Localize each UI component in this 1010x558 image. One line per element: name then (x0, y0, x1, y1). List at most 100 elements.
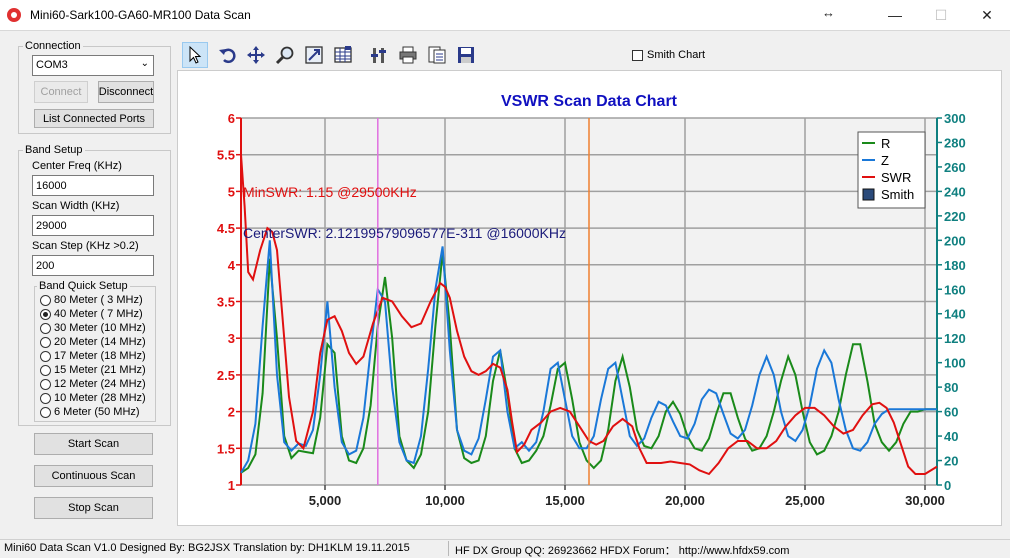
smith-chart-label: Smith Chart (647, 49, 706, 61)
left-axis-tick-label: 1.5 (217, 441, 235, 456)
left-axis-tick-label: 4 (228, 258, 236, 273)
band-option[interactable]: 20 Meter (14 MHz) (40, 335, 146, 349)
left-axis-tick-label: 3 (228, 331, 235, 346)
settings-icon[interactable] (366, 42, 392, 68)
band-option[interactable]: 30 Meter (10 MHz) (40, 321, 146, 335)
left-axis-tick-label: 2.5 (217, 368, 235, 383)
band-option-label: 12 Meter (24 MHz) (54, 378, 146, 390)
legend-label-z: Z (881, 153, 889, 168)
legend-label-swr: SWR (881, 170, 911, 185)
list-ports-button[interactable]: List Connected Ports (34, 109, 154, 128)
center-freq-label: Center Freq (KHz) (32, 160, 122, 172)
right-axis-tick-label: 200 (944, 233, 966, 248)
left-axis-tick-label: 6 (228, 111, 235, 126)
export-icon[interactable] (424, 42, 450, 68)
band-radio[interactable] (40, 378, 51, 390)
zoom-fit-icon[interactable] (301, 42, 327, 68)
left-axis-tick-label: 5 (228, 184, 235, 199)
series-line-r (240, 252, 937, 474)
right-axis-tick-label: 180 (944, 258, 966, 273)
band-option-label: 10 Meter (28 MHz) (54, 392, 146, 404)
band-radio[interactable] (40, 364, 51, 376)
minimize-button[interactable]: — (888, 7, 902, 23)
band-option-label: 20 Meter (14 MHz) (54, 336, 146, 348)
band-option[interactable]: 40 Meter ( 7 MHz) (40, 307, 143, 321)
resize-icon: ↔ (822, 5, 835, 20)
continuous-scan-button[interactable]: Continuous Scan (34, 465, 153, 487)
band-option[interactable]: 12 Meter (24 MHz) (40, 377, 146, 391)
pan-icon[interactable] (243, 42, 269, 68)
chart-panel: 1 1.5 2 2.5 3 3.5 4 4.5 5 5.5 6 0 20 40 60 80 100 120 140 1… (177, 70, 1002, 526)
x-axis-tick-label: 20,000 (665, 493, 705, 508)
band-option[interactable]: 6 Meter (50 MHz) (40, 405, 140, 419)
save-icon[interactable] (453, 42, 479, 68)
print-icon[interactable] (395, 42, 421, 68)
status-credits: Mini60 Data Scan V1.0 Designed By: BG2JS… (4, 542, 410, 554)
chevron-down-icon: ⌄ (140, 58, 149, 69)
scan-width-label: Scan Width (KHz) (32, 200, 120, 212)
scan-step-label: Scan Step (KHz >0.2) (32, 240, 139, 252)
band-radio[interactable] (40, 406, 51, 418)
disconnect-button[interactable]: Disconnect (98, 81, 154, 103)
right-axis-tick-label: 240 (944, 184, 966, 199)
data-grid-icon[interactable] (330, 42, 356, 68)
maximize-button[interactable]: ☐ (934, 6, 948, 23)
connection-group (18, 46, 171, 134)
right-axis-tick-label: 140 (944, 307, 966, 322)
legend-label-r: R (881, 136, 890, 151)
band-radio[interactable] (40, 308, 51, 320)
x-axis-tick-label: 5,000 (309, 493, 342, 508)
start-scan-button[interactable]: Start Scan (34, 433, 153, 455)
band-radio[interactable] (40, 294, 51, 306)
band-radio[interactable] (40, 392, 51, 404)
left-axis-tick-label: 2 (228, 405, 235, 420)
legend-label-smith: Smith (881, 187, 914, 202)
app-icon (7, 8, 21, 22)
right-axis-tick-label: 160 (944, 282, 966, 297)
x-axis-tick-label: 10,000 (425, 493, 465, 508)
zoom-icon[interactable] (272, 42, 298, 68)
window-title: Mini60-Sark100-GA60-MR100 Data Scan (30, 8, 251, 22)
right-axis-tick-label: 120 (944, 331, 966, 346)
connect-button[interactable]: Connect (34, 81, 88, 103)
status-forum: HF DX Group QQ: 26923662 HFDX Forum： htt… (455, 545, 790, 557)
min-swr-annotation: MinSWR: 1.15 @29500KHz (243, 184, 417, 200)
right-axis-tick-label: 220 (944, 209, 966, 224)
band-option[interactable]: 10 Meter (28 MHz) (40, 391, 146, 405)
band-option[interactable]: 80 Meter ( 3 MHz) (40, 293, 143, 307)
right-axis-tick-label: 260 (944, 160, 966, 175)
band-quick-group-title: Band Quick Setup (37, 280, 130, 292)
vswr-chart: 11.522.533.544.555.560204060801001201401… (217, 93, 966, 508)
scan-width-input[interactable] (32, 215, 154, 236)
x-axis-tick-label: 30,000 (905, 493, 945, 508)
band-setup-group (18, 150, 171, 426)
center-freq-input[interactable] (32, 175, 154, 196)
status-separator (448, 541, 449, 556)
series-line-z (240, 240, 937, 474)
legend-swatch-smith (862, 188, 875, 201)
band-option-label: 15 Meter (21 MHz) (54, 364, 146, 376)
band-option[interactable]: 17 Meter (18 MHz) (40, 349, 146, 363)
right-axis-tick-label: 280 (944, 135, 966, 150)
band-option[interactable]: 15 Meter (21 MHz) (40, 363, 146, 377)
band-radio[interactable] (40, 322, 51, 334)
stop-scan-button[interactable]: Stop Scan (34, 497, 153, 519)
right-axis-tick-label: 80 (944, 380, 958, 395)
pointer-icon[interactable] (182, 42, 208, 68)
x-axis-tick-label: 25,000 (785, 493, 825, 508)
right-axis-tick-label: 100 (944, 356, 966, 371)
close-button[interactable]: ✕ (981, 6, 993, 23)
band-option-label: 30 Meter (10 MHz) (54, 322, 146, 334)
right-axis-tick-label: 60 (944, 405, 958, 420)
right-axis-tick-label: 300 (944, 111, 966, 126)
band-radio[interactable] (40, 336, 51, 348)
left-axis-tick-label: 3.5 (217, 295, 235, 310)
right-axis-tick-label: 0 (944, 478, 951, 493)
band-option-label: 17 Meter (18 MHz) (54, 350, 146, 362)
band-radio[interactable] (40, 350, 51, 362)
scan-step-input[interactable] (32, 255, 154, 276)
undo-icon[interactable] (215, 42, 241, 68)
port-select[interactable]: COM3 ⌄ (32, 55, 154, 76)
band-option-label: 40 Meter ( 7 MHz) (54, 308, 143, 320)
smith-chart-checkbox[interactable] (632, 50, 643, 61)
